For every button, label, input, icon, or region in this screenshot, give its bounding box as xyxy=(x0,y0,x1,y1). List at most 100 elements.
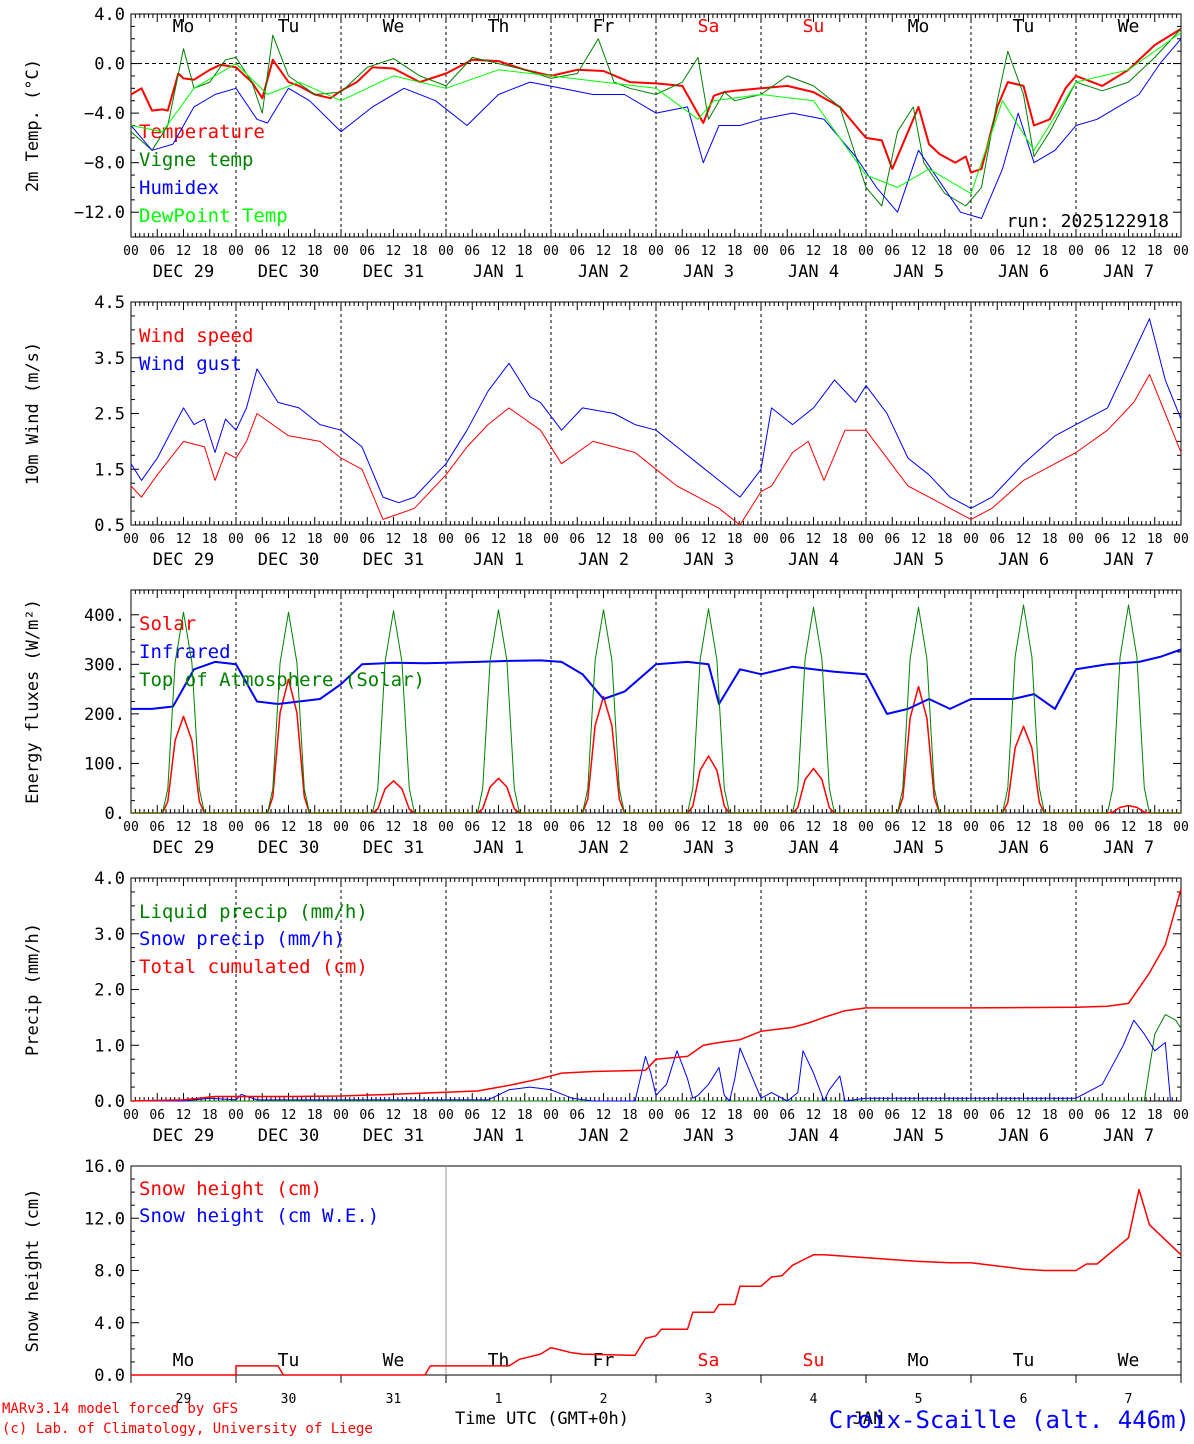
hour-label: 12 xyxy=(596,244,612,259)
hour-label: 06 xyxy=(674,532,690,547)
date-label: JAN 3 xyxy=(683,838,734,858)
weekday-label: Fr xyxy=(593,16,615,37)
hour-label: 00 xyxy=(333,1108,349,1123)
hour-label: 12 xyxy=(596,1108,612,1123)
date-label: JAN 4 xyxy=(788,550,839,570)
y-tick-label: 16.0 xyxy=(84,1157,125,1177)
hour-label: 12 xyxy=(1016,244,1032,259)
date-label: JAN 2 xyxy=(578,550,629,570)
hour-label: 00 xyxy=(438,820,454,835)
legend-entry: Top of Atmosphere (Solar) xyxy=(139,669,425,691)
date-label: DEC 30 xyxy=(258,1126,319,1146)
day-number-label: 2 xyxy=(600,1392,608,1407)
date-label: DEC 30 xyxy=(258,550,319,570)
hour-label: 00 xyxy=(648,1108,664,1123)
day-number-label: 5 xyxy=(915,1392,923,1407)
hour-label: 06 xyxy=(779,244,795,259)
hour-label: 06 xyxy=(254,244,270,259)
hour-label: 12 xyxy=(701,1108,717,1123)
hour-label: 18 xyxy=(412,820,428,835)
hour-label: 12 xyxy=(1121,1108,1137,1123)
hour-label: 12 xyxy=(1121,532,1137,547)
hour-label: 18 xyxy=(202,244,218,259)
hour-label: 12 xyxy=(1121,820,1137,835)
hour-label: 18 xyxy=(517,532,533,547)
weekday-label: Tu xyxy=(278,1350,300,1371)
hour-label: 12 xyxy=(491,820,507,835)
weekday-label: Su xyxy=(803,1350,825,1371)
series-line-total-cumulated-cm- xyxy=(130,888,1182,1102)
weekday-label: Th xyxy=(488,16,510,37)
hour-label: 18 xyxy=(307,244,323,259)
series-line-humidex xyxy=(130,38,1182,219)
hour-label: 00 xyxy=(963,532,979,547)
hour-label: 06 xyxy=(254,820,270,835)
date-label: DEC 31 xyxy=(363,550,424,570)
hour-label: 06 xyxy=(149,1108,165,1123)
date-label: JAN 7 xyxy=(1103,550,1154,570)
date-label: JAN 6 xyxy=(998,838,1049,858)
series-line-top-of-atmosphere-solar- xyxy=(131,604,1181,814)
footer-credit-line2: (c) Lab. of Climatology, University of L… xyxy=(2,1421,373,1437)
hour-label: 12 xyxy=(596,532,612,547)
hour-label: 18 xyxy=(727,244,743,259)
hour-label: 18 xyxy=(202,532,218,547)
legend-entry: Infrared xyxy=(139,641,231,663)
hour-label: 00 xyxy=(1068,1108,1084,1123)
hour-label: 18 xyxy=(202,1108,218,1123)
y-tick-label: 4.5 xyxy=(94,293,125,313)
series-line-liquid-precip-mm-h- xyxy=(131,1014,1182,1102)
legend-entry: Snow precip (mm/h) xyxy=(139,928,345,950)
weekday-label: We xyxy=(383,1350,405,1371)
hour-label: 18 xyxy=(1042,532,1058,547)
hour-label: 12 xyxy=(491,1108,507,1123)
series-line-infrared xyxy=(131,648,1182,715)
hour-label: 00 xyxy=(753,1108,769,1123)
weekday-label: We xyxy=(1118,16,1140,37)
hour-label: 18 xyxy=(307,820,323,835)
hour-label: 00 xyxy=(543,532,559,547)
hour-label: 12 xyxy=(491,532,507,547)
hour-label: 06 xyxy=(674,1108,690,1123)
hour-label: 06 xyxy=(1094,1108,1110,1123)
hour-label: 12 xyxy=(911,532,927,547)
hour-label: 06 xyxy=(464,1108,480,1123)
date-label: DEC 30 xyxy=(258,262,319,282)
panel-temp: 4.0 0.0 −4.0 −8.0 −12.0 2m Temp. (°C) 00 06 12 18… xyxy=(23,5,1189,282)
y-tick-label: 100. xyxy=(84,754,125,774)
date-label: JAN 1 xyxy=(473,550,524,570)
hour-label: 06 xyxy=(149,532,165,547)
y-tick-label: 1.0 xyxy=(94,1036,125,1056)
hour-label: 18 xyxy=(622,1108,638,1123)
legend-entry: Liquid precip (mm/h) xyxy=(139,901,368,923)
weekday-label: Su xyxy=(803,16,825,37)
hour-label: 12 xyxy=(806,244,822,259)
hour-label: 06 xyxy=(359,244,375,259)
y-tick-label: 2.0 xyxy=(94,981,125,1001)
legend-entry: Total cumulated (cm) xyxy=(139,956,368,978)
date-label: DEC 29 xyxy=(153,550,214,570)
hour-label: 00 xyxy=(648,820,664,835)
y-axis-label: Energy fluxes (W/m²) xyxy=(23,599,43,804)
date-label: JAN 4 xyxy=(788,1126,839,1146)
hour-label: 18 xyxy=(832,532,848,547)
date-label: JAN 2 xyxy=(578,838,629,858)
series-line-snow-height-cm- xyxy=(131,1188,1182,1376)
y-tick-label: 4.0 xyxy=(94,869,125,889)
hour-label: 06 xyxy=(674,820,690,835)
plot-frame xyxy=(130,13,1182,238)
weekday-label: Tu xyxy=(1013,16,1035,37)
hour-label: 18 xyxy=(937,244,953,259)
hour-label: 12 xyxy=(176,820,192,835)
y-tick-label: −8.0 xyxy=(84,154,125,174)
hour-label: 06 xyxy=(1094,244,1110,259)
date-label: JAN 1 xyxy=(473,838,524,858)
hour-label: 18 xyxy=(832,820,848,835)
hour-label: 18 xyxy=(1147,1108,1163,1123)
hour-label: 12 xyxy=(386,244,402,259)
hour-label: 12 xyxy=(701,532,717,547)
date-label: JAN 3 xyxy=(683,550,734,570)
hour-label: 18 xyxy=(517,1108,533,1123)
